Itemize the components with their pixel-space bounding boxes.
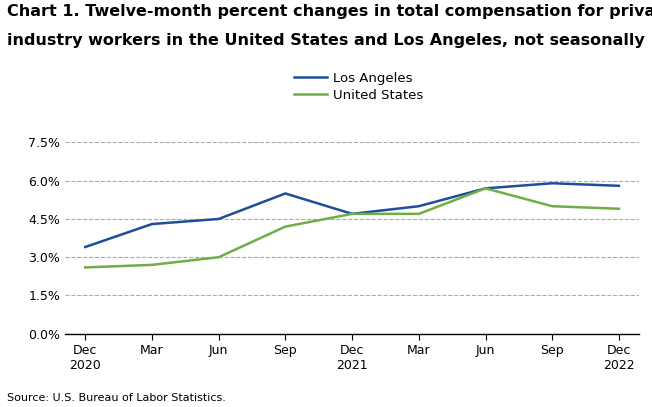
United States — [215, 255, 222, 260]
Los Angeles — [348, 211, 356, 216]
Text: Source: U.S. Bureau of Labor Statistics.: Source: U.S. Bureau of Labor Statistics. — [7, 393, 226, 403]
Text: industry workers in the United States and Los Angeles, not seasonally: industry workers in the United States an… — [7, 33, 644, 48]
Text: Chart 1. Twelve-month percent changes in total compensation for private: Chart 1. Twelve-month percent changes in… — [7, 4, 652, 19]
United States — [615, 206, 623, 211]
Line: Los Angeles: Los Angeles — [85, 183, 619, 247]
Los Angeles — [415, 204, 422, 209]
Legend: Los Angeles, United States: Los Angeles, United States — [293, 72, 424, 102]
Los Angeles — [548, 181, 556, 186]
United States — [348, 211, 356, 216]
Los Angeles — [482, 186, 490, 191]
United States — [548, 204, 556, 209]
Line: United States: United States — [85, 188, 619, 267]
United States — [415, 211, 422, 216]
Los Angeles — [215, 217, 222, 221]
United States — [148, 263, 156, 267]
United States — [482, 186, 490, 191]
Los Angeles — [282, 191, 289, 196]
Los Angeles — [148, 222, 156, 227]
United States — [282, 224, 289, 229]
United States — [82, 265, 89, 270]
Los Angeles — [615, 184, 623, 188]
Los Angeles — [82, 245, 89, 249]
